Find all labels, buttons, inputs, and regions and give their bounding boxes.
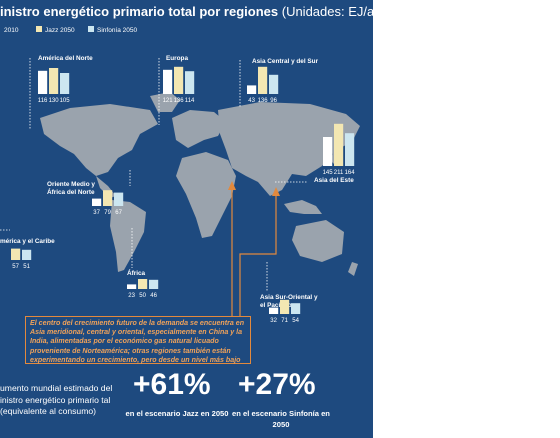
chart-title-units: (Unidades: EJ/año) [281, 4, 373, 19]
bar-asia-central-y-del-sur-jazz-2050 [258, 66, 268, 94]
region-label-asia-sur-oriental-y-el-pacifico: Asia Sur-Oriental y el Pacífico [260, 294, 318, 309]
callout-box: El centro del crecimiento futuro de la d… [25, 316, 251, 364]
value-label-oriente-medio-y-africa-del-norte-jazz-2050: 79 [104, 210, 111, 216]
bar-america-del-norte-sinfonia-2050 [60, 73, 70, 94]
value-label-asia-sur-oriental-y-el-pacifico-sinfonia-2050: 54 [292, 318, 299, 324]
bar-asia-del-este-2010 [323, 137, 333, 166]
region-label-europa: Europa [166, 55, 188, 62]
value-label-africa-jazz-2050: 50 [139, 293, 146, 299]
legend-swatch-sinfonia-2050 [88, 26, 94, 32]
bar-asia-sur-oriental-y-el-pacifico-sinfonia-2050 [291, 303, 301, 314]
region-label-merica-y-el-caribe: mérica y el Caribe [0, 238, 55, 245]
world-map-chart: 2010 Jazz 2050 Sinfonía 2050 América del No… [0, 26, 360, 324]
bar-asia-sur-oriental-y-el-pacifico-2010 [269, 307, 279, 314]
callout-text: El centro del crecimiento futuro de la d… [30, 319, 245, 364]
value-label-america-del-norte-sinfonia-2050: 105 [60, 98, 71, 104]
value-label-america-del-norte-jazz-2050: 130 [49, 98, 60, 104]
value-label-asia-del-este-2010: 145 [323, 170, 334, 176]
jazz-increase-value: +61% [133, 368, 211, 401]
bar-asia-central-y-del-sur-sinfonia-2050 [269, 74, 279, 94]
value-label-africa-sinfonia-2050: 46 [150, 293, 157, 299]
value-label-africa-2010: 23 [128, 293, 135, 299]
bar-america-del-norte-2010 [38, 70, 48, 94]
bar-asia-del-este-sinfonia-2050 [345, 133, 355, 166]
bar-asia-central-y-del-sur-2010 [247, 85, 257, 94]
new-zealand-landmass [348, 262, 358, 276]
africa-landmass [176, 152, 236, 238]
region-label-america-del-norte: América del Norte [38, 55, 93, 62]
region-label-asia-central-y-del-sur: Asia Central y del Sur [252, 58, 319, 65]
bar-asia-del-este-jazz-2050 [334, 123, 344, 166]
bar-africa-jazz-2050 [138, 279, 148, 289]
value-label-asia-central-y-del-sur-sinfonia-2050: 96 [270, 98, 277, 104]
bar-asia-sur-oriental-y-el-pacifico-jazz-2050 [280, 299, 290, 314]
value-label-merica-y-el-caribe-jazz-2050: 57 [12, 264, 19, 270]
value-label-europa-2010: 121 [163, 98, 174, 104]
bar-europa-2010 [163, 69, 173, 94]
europe-landmass [172, 110, 226, 148]
asia-landmass [218, 102, 360, 196]
chart-title-main: inistro energético primario total por re… [0, 4, 279, 19]
region-label-africa: África [127, 268, 146, 277]
chart-title: inistro energético primario total por re… [0, 4, 373, 19]
indonesia-landmass [284, 200, 322, 214]
north-america-landmass [40, 104, 158, 176]
sinfonia-increase-label: en el escenario Sinfonía en 2050 [232, 409, 330, 429]
greenland-landmass [150, 92, 180, 112]
bar-africa-sinfonia-2050 [149, 279, 159, 289]
callout-arrowhead-left [228, 181, 236, 190]
bar-europa-jazz-2050 [174, 66, 184, 94]
south-america-landmass [110, 200, 146, 272]
sinfonia-increase-value: +27% [238, 368, 316, 401]
bar-africa-2010 [127, 284, 137, 289]
region-label-asia-del-este: Asia del Este [314, 177, 354, 184]
callout-arrowhead-right [272, 187, 280, 196]
bar-oriente-medio-y-africa-del-norte-sinfonia-2050 [114, 192, 124, 206]
bar-merica-y-el-caribe-sinfonia-2050 [22, 249, 32, 260]
legend-swatch-jazz-2050 [36, 26, 42, 32]
callout-arrow-right [239, 192, 277, 316]
value-label-asia-central-y-del-sur-2010: 43 [248, 98, 255, 104]
value-label-oriente-medio-y-africa-del-norte-2010: 37 [93, 210, 100, 216]
value-label-asia-del-este-sinfonia-2050: 164 [345, 170, 356, 176]
value-label-america-del-norte-2010: 116 [38, 98, 48, 104]
bar-oriente-medio-y-africa-del-norte-jazz-2050 [103, 190, 113, 206]
summary-text: umento mundial estimado del inistro ener… [0, 383, 113, 416]
world-map [40, 92, 360, 276]
infographic-panel: 2010 Jazz 2050 Sinfonía 2050 América del No… [0, 0, 373, 438]
legend-label-2010: 2010 [4, 27, 19, 34]
legend-label-jazz-2050: Jazz 2050 [45, 27, 75, 34]
value-label-asia-del-este-jazz-2050: 211 [334, 170, 344, 176]
value-label-europa-sinfonia-2050: 114 [185, 98, 195, 104]
value-label-asia-sur-oriental-y-el-pacifico-2010: 32 [270, 318, 277, 324]
bar-oriente-medio-y-africa-del-norte-2010 [92, 198, 102, 206]
australia-landmass [292, 220, 344, 262]
bar-merica-y-el-caribe-jazz-2050 [11, 248, 21, 260]
value-label-europa-jazz-2050: 136 [174, 98, 185, 104]
value-label-merica-y-el-caribe-sinfonia-2050: 51 [23, 264, 30, 270]
region-label-oriente-medio-y-africa-del-norte: Oriente Medio y África del Norte [47, 181, 95, 196]
bar-america-del-norte-jazz-2050 [49, 68, 59, 94]
bar-europa-sinfonia-2050 [185, 71, 195, 94]
value-label-asia-central-y-del-sur-jazz-2050: 136 [258, 98, 269, 104]
jazz-increase-label: en el escenario Jazz en 2050 [125, 409, 229, 418]
legend-label-sinfonia-2050: Sinfonía 2050 [97, 27, 138, 34]
value-label-oriente-medio-y-africa-del-norte-sinfonia-2050: 67 [115, 210, 122, 216]
value-label-asia-sur-oriental-y-el-pacifico-jazz-2050: 71 [281, 318, 288, 324]
